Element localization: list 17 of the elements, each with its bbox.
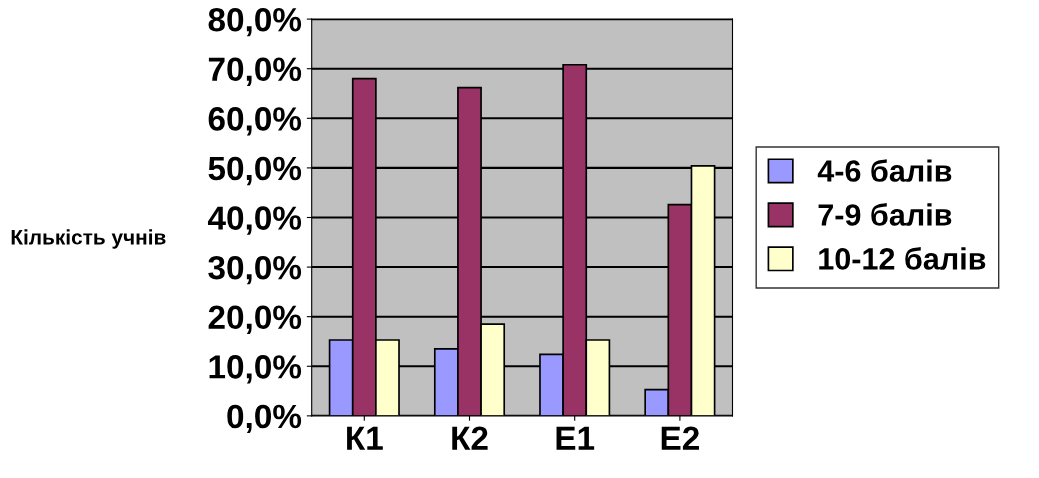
y-tick-label: 70,0%: [208, 57, 302, 86]
y-axis-title: Кількість учнів: [11, 229, 166, 249]
x-tick-label: К1: [347, 426, 383, 450]
y-tick-label: 40,0%: [207, 206, 302, 235]
legend-label: 4-6 балів: [817, 159, 952, 182]
y-tick-label: 30,0%: [208, 255, 302, 285]
y-tick-label: 50,0%: [208, 156, 302, 186]
x-tick-label: Е1: [556, 426, 595, 450]
y-tick-label: 80,0%: [208, 7, 302, 37]
y-tick-label: 10,0%: [209, 355, 302, 384]
legend-label: 7-9 балів: [818, 203, 952, 226]
y-tick-label: 60,0%: [208, 107, 302, 136]
y-tick-label: 20,0%: [208, 305, 302, 334]
x-tick-label: К2: [452, 426, 488, 450]
x-tick-label: Е2: [661, 426, 699, 450]
legend-label: 10-12 балів: [819, 246, 986, 270]
y-tick-label: 0,0%: [227, 404, 302, 434]
